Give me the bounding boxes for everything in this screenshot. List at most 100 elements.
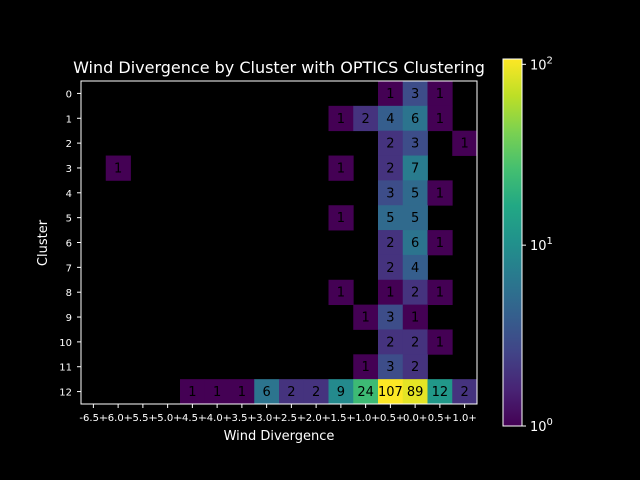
heatmap-cell xyxy=(402,155,428,181)
x-tick-label: -3.5+ xyxy=(228,413,256,424)
heatmap-cell xyxy=(254,379,280,405)
x-tick-label: -6.0+ xyxy=(104,413,132,424)
heatmap-cell xyxy=(328,205,354,231)
cell-value-label: 2 xyxy=(312,385,320,400)
cell-value-label: 107 xyxy=(378,385,403,400)
cell-value-label: 3 xyxy=(386,311,394,326)
cell-value-label: 2 xyxy=(411,335,419,350)
x-tick-label: -1.5+ xyxy=(327,413,355,424)
heatmap-cell xyxy=(328,279,354,306)
cell-value-label: 1 xyxy=(436,236,444,251)
y-tick-label: 6 xyxy=(66,239,72,250)
heatmap-cell xyxy=(427,81,453,107)
heatmap-cell xyxy=(378,205,404,231)
y-tick-label: 12 xyxy=(59,388,72,399)
heatmap-cell xyxy=(378,230,404,256)
cell-value-label: 5 xyxy=(411,211,419,226)
cell-value-label: 6 xyxy=(411,112,419,127)
cell-value-label: 6 xyxy=(411,236,419,251)
y-tick-label: 2 xyxy=(66,139,72,150)
heatmap-cell xyxy=(204,379,230,405)
heatmap-cell xyxy=(402,329,428,355)
colorbar xyxy=(502,58,523,427)
cell-value-labels: 1 3 11 2 4 6 12 3 11 1 2 73 5 11 5 52 6 12 41 1 2 11 3 12 2 11 3 21… xyxy=(114,87,469,400)
cell-value-label: 1 xyxy=(436,186,444,201)
chart-title: Wind Divergence by Cluster with OPTICS C… xyxy=(73,58,485,77)
heatmap-cell xyxy=(353,354,379,380)
cell-value-label: 1 xyxy=(436,335,444,350)
heatmap-cell xyxy=(353,105,379,132)
cell-value-label: 2 xyxy=(411,286,419,301)
heatmap-cell xyxy=(229,379,255,405)
cell-value-label: 1 xyxy=(337,211,345,226)
cell-value-label: 5 xyxy=(411,186,419,201)
y-tick-label: 1 xyxy=(66,114,72,125)
cell-value-label: 2 xyxy=(287,385,295,400)
heatmap-cell xyxy=(378,180,404,206)
heatmap-cell xyxy=(378,81,404,107)
heatmap-cell xyxy=(378,354,404,380)
heatmap-cell xyxy=(402,354,428,380)
cell-value-label: 1 xyxy=(188,385,196,400)
cell-value-label: 6 xyxy=(262,385,270,400)
cell-value-label: 1 xyxy=(436,112,444,127)
x-tick-label: -2.0+ xyxy=(302,413,330,424)
y-tick-label: 3 xyxy=(66,164,72,175)
heatmap-cell xyxy=(378,254,404,281)
y-tick-label: 4 xyxy=(66,189,72,200)
cell-value-label: 4 xyxy=(386,112,394,127)
cell-value-label: 1 xyxy=(337,161,345,176)
heatmap-cell xyxy=(378,105,404,132)
heatmap-cell xyxy=(180,379,206,405)
heatmap-cell xyxy=(427,329,453,355)
y-tick-label: 0 xyxy=(66,89,72,100)
heatmap-cell xyxy=(378,279,404,306)
cell-value-label: 4 xyxy=(411,261,419,276)
cell-value-label: 89 xyxy=(407,385,424,400)
heatmap-cell xyxy=(427,379,453,405)
heatmap-cell xyxy=(402,205,428,231)
heatmap-cell xyxy=(378,155,404,181)
cell-value-label: 2 xyxy=(386,137,394,152)
x-tick-label: -5.5+ xyxy=(129,413,157,424)
cell-value-label: 1 xyxy=(114,161,122,176)
cell-value-label: 1 xyxy=(238,385,246,400)
heatmap-cell xyxy=(402,130,428,156)
heatmap-cell xyxy=(452,379,478,405)
cell-value-label: 1 xyxy=(337,112,345,127)
y-tick-label: 11 xyxy=(59,363,72,374)
cell-value-label: 12 xyxy=(432,385,449,400)
heatmap-cell xyxy=(328,155,354,181)
cell-value-label: 2 xyxy=(460,385,468,400)
heatmap-cell xyxy=(378,130,404,156)
cell-value-label: 2 xyxy=(386,161,394,176)
y-tick-label: 7 xyxy=(66,263,72,274)
heatmap-cell xyxy=(105,155,131,181)
cell-value-label: 2 xyxy=(411,360,419,375)
heatmap-cell xyxy=(402,180,428,206)
cell-value-label: 1 xyxy=(361,311,369,326)
cell-value-label: 1 xyxy=(361,360,369,375)
cell-value-label: 1 xyxy=(436,286,444,301)
cell-value-label: 2 xyxy=(386,236,394,251)
x-tick-label: -3.0+ xyxy=(253,413,281,424)
x-axis-label: Wind Divergence xyxy=(224,429,335,444)
heatmap-cell xyxy=(402,379,428,405)
x-tick-label: -2.5+ xyxy=(277,413,305,424)
heatmap-cells xyxy=(105,81,478,405)
heatmap-cell xyxy=(378,379,404,405)
heatmap-cell xyxy=(402,81,428,107)
cell-value-label: 24 xyxy=(357,385,374,400)
cell-value-label: 1 xyxy=(411,311,419,326)
cell-value-label: 1 xyxy=(436,87,444,102)
heatmap-cell xyxy=(427,180,453,206)
heatmap-cell xyxy=(279,379,305,405)
cell-value-label: 3 xyxy=(386,360,394,375)
y-tick-label: 9 xyxy=(66,313,72,324)
cell-value-label: 7 xyxy=(411,161,419,176)
heatmap-cell xyxy=(402,254,428,281)
cell-value-label: 3 xyxy=(411,87,419,102)
x-tick-label: 0.5+ xyxy=(428,413,452,424)
